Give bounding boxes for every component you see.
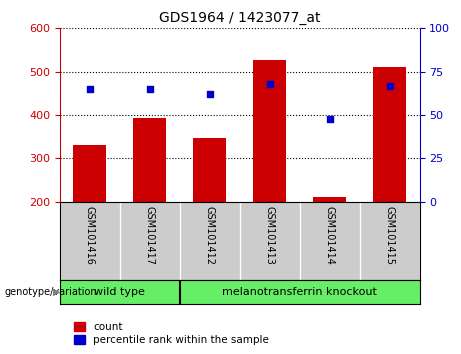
Bar — [313, 198, 346, 202]
Point — [86, 86, 94, 92]
Point — [266, 81, 273, 87]
Point — [326, 116, 333, 121]
Bar — [193, 138, 226, 202]
Point — [206, 91, 213, 97]
Text: wild type: wild type — [95, 287, 145, 297]
Text: GSM101414: GSM101414 — [325, 206, 335, 264]
Bar — [373, 67, 406, 202]
Text: melanotransferrin knockout: melanotransferrin knockout — [222, 287, 377, 297]
Text: GSM101415: GSM101415 — [384, 206, 395, 265]
Text: genotype/variation: genotype/variation — [5, 287, 97, 297]
Point — [146, 86, 154, 92]
Text: ▶: ▶ — [53, 287, 60, 297]
Bar — [133, 118, 166, 202]
Text: GSM101417: GSM101417 — [145, 206, 155, 265]
Bar — [253, 59, 286, 202]
Legend: count, percentile rank within the sample: count, percentile rank within the sample — [74, 322, 269, 345]
Text: GSM101416: GSM101416 — [85, 206, 95, 264]
Bar — [73, 145, 106, 202]
Point — [386, 83, 393, 88]
Text: GSM101412: GSM101412 — [205, 206, 215, 265]
Title: GDS1964 / 1423077_at: GDS1964 / 1423077_at — [159, 11, 320, 24]
Text: GSM101413: GSM101413 — [265, 206, 275, 264]
